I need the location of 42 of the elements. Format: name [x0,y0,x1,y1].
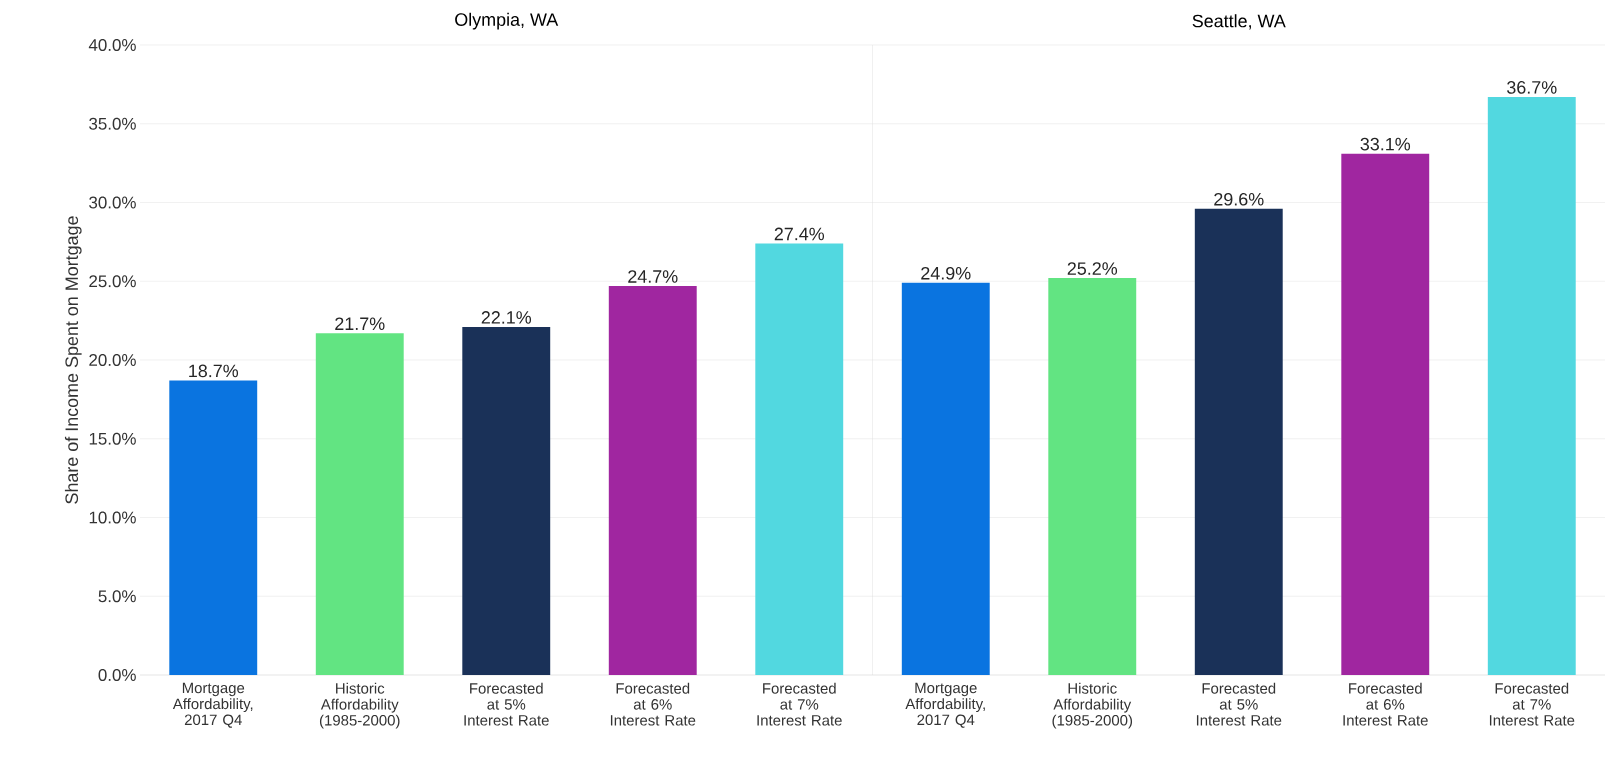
y-tick-label: 5.0% [98,590,136,603]
bar [1487,96,1576,675]
data-label: 27.4% [774,227,825,241]
bar [755,243,844,675]
x-tick-label: Historic Affordability (1985-2000) [319,682,400,729]
bar [315,333,404,675]
data-label: 24.7% [628,270,678,283]
data-label: 36.7% [1507,81,1557,94]
chart-title: Olympia, WA [455,12,559,30]
data-label: 21.7% [335,317,385,331]
x-tick-label: Forecasted at 5% Interest Rate [1196,682,1282,726]
y-tick-label: 40.0% [88,38,136,51]
bar [901,282,990,675]
y-axis-title: Share of Income Spent on Mortgage [64,216,82,504]
y-tick-label: 20.0% [89,354,136,366]
bar [169,380,258,675]
x-tick-label: Forecasted at 7% Interest Rate [1489,682,1575,726]
x-tick-label: Forecasted at 5% Interest Rate [464,682,549,726]
bar [462,326,551,675]
data-label: 24.9% [921,266,971,280]
x-tick-label: Mortgage Affordability, 2017 Q4 [905,682,985,728]
x-tick-label: Historic Affordability (1985-2000) [1052,682,1133,729]
bar [1194,208,1283,675]
y-tick-label: 30.0% [89,196,136,209]
data-label: 25.2% [1067,262,1118,275]
x-tick-label: Mortgage Affordability, 2017 Q4 [172,682,253,728]
y-tick-label: 0.0% [98,669,136,681]
data-label: 22.1% [481,311,532,324]
y-tick-label: 10.0% [89,511,136,524]
chart-title: Seattle, WA [1192,14,1286,30]
data-label: 18.7% [189,364,239,378]
bar [608,285,697,675]
x-tick-label: Forecasted at 6% Interest Rate [610,682,696,726]
y-tick-label: 15.0% [89,432,136,445]
bar [1341,153,1430,675]
data-label: 29.6% [1214,192,1264,206]
bar [1048,278,1137,675]
x-tick-label: Forecasted at 6% Interest Rate [1343,682,1428,726]
x-tick-label: Forecasted at 7% Interest Rate [757,682,842,726]
data-label: 33.1% [1360,137,1411,151]
y-tick-label: 25.0% [89,275,136,288]
y-tick-label: 35.0% [89,117,136,130]
